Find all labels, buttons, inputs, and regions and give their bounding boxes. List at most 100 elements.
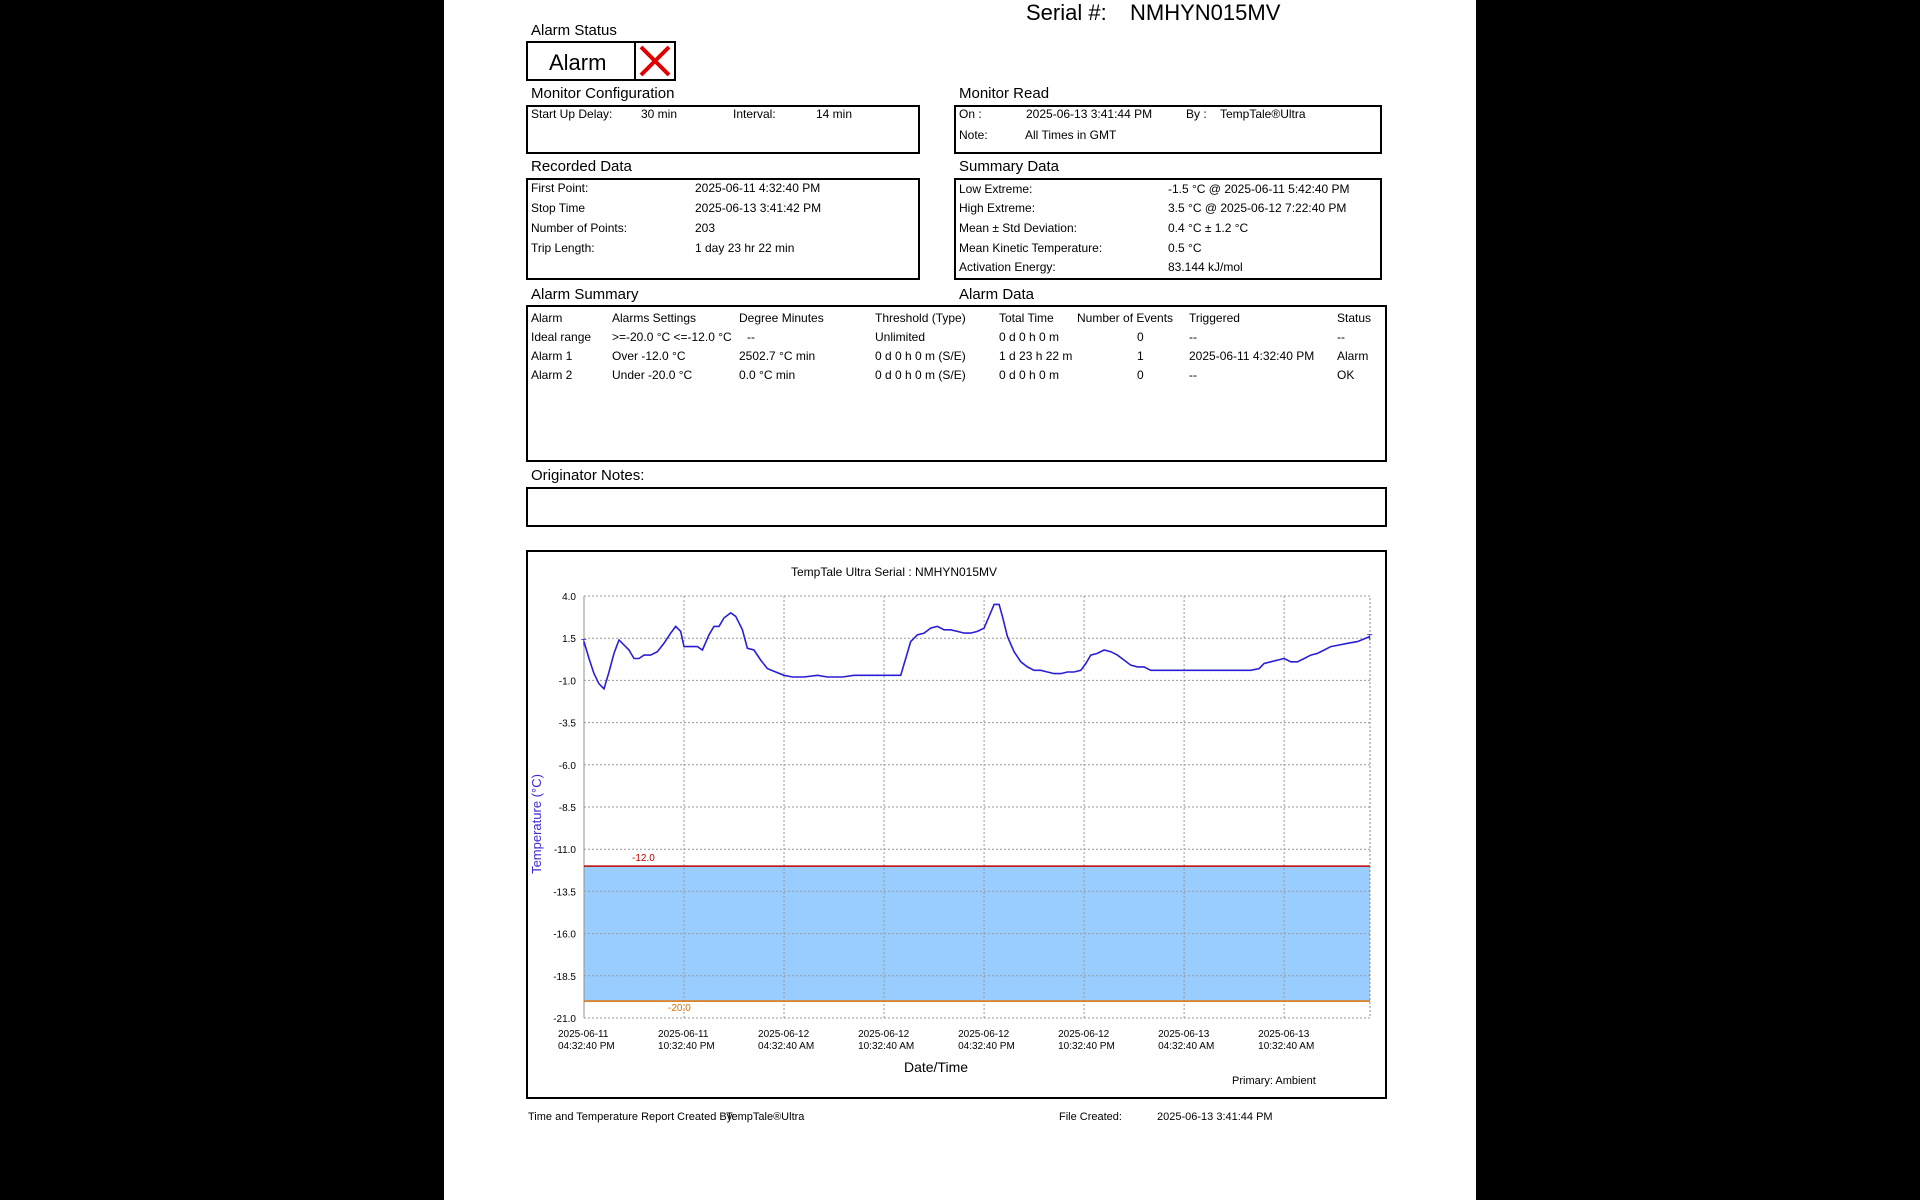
- x-tick-label: 10:32:40 AM: [1258, 1041, 1314, 1052]
- alarm-status-box: Alarm: [526, 41, 636, 81]
- table-cell: --: [1189, 330, 1197, 344]
- stop-time-value: 2025-06-13 3:41:42 PM: [695, 201, 822, 215]
- table-cell: 0 d 0 h 0 m (S/E): [875, 368, 966, 382]
- y-tick-label: -21.0: [553, 1014, 576, 1025]
- chart-ylabel: Temperature (°C): [529, 774, 544, 874]
- mkt-label: Mean Kinetic Temperature:: [959, 241, 1103, 255]
- num-points-value: 203: [695, 221, 716, 235]
- y-tick-label: -16.0: [553, 930, 576, 941]
- y-tick-label: 1.5: [562, 634, 576, 645]
- x-tick-label: 10:32:40 AM: [858, 1041, 914, 1052]
- table-cell: OK: [1337, 368, 1355, 382]
- x-tick-label: 10:32:40 PM: [1058, 1041, 1115, 1052]
- alarm-col-header: Threshold (Type): [875, 311, 966, 325]
- y-tick-label: -3.5: [559, 719, 577, 730]
- alarm-col-header: Status: [1337, 311, 1372, 325]
- table-cell: 0: [1137, 330, 1144, 344]
- serial-label: Serial #:: [1026, 0, 1107, 25]
- report-page: Serial #: NMHYN015MV Alarm Status Alarm …: [444, 0, 1476, 1200]
- chart-frame: -12.0 -20.0 T T 4.0 1.5 -1.0 -3.5 -6.0 -8.5 -11.…: [526, 550, 1387, 1099]
- table-cell: 2502.7 °C min: [739, 349, 816, 363]
- y-tick-label: -8.5: [559, 803, 577, 814]
- low-extreme-value: -1.5 °C @ 2025-06-11 5:42:40 PM: [1168, 182, 1350, 196]
- x-tick-label: 04:32:40 AM: [758, 1041, 814, 1052]
- alarm-col-header: Degree Minutes: [739, 311, 824, 325]
- summary-data-title: Summary Data: [959, 158, 1060, 175]
- x-tick-label: 2025-06-13: [1258, 1029, 1310, 1040]
- stop-marker: T: [1367, 633, 1373, 643]
- originator-notes-box: [526, 487, 1387, 527]
- y-tick-label: -6.0: [559, 761, 577, 772]
- recorded-data-title: Recorded Data: [531, 158, 632, 175]
- x-tick-label: 10:32:40 PM: [658, 1041, 715, 1052]
- read-note-label: Note:: [959, 128, 988, 142]
- summary-data-box: Low Extreme: -1.5 °C @ 2025-06-11 5:42:4…: [954, 178, 1382, 280]
- x-tick-label: 2025-06-12: [758, 1029, 810, 1040]
- threshold-label: -12.0: [632, 853, 655, 864]
- serial-value: NMHYN015MV: [1130, 0, 1281, 25]
- temperature-series-line: [583, 603, 1371, 691]
- mkt-value: 0.5 °C: [1168, 241, 1202, 255]
- read-by-label: By :: [1186, 107, 1207, 121]
- x-tick-label: 04:32:40 AM: [1158, 1041, 1214, 1052]
- high-extreme-label: High Extreme:: [959, 201, 1036, 215]
- activation-energy-value: 83.144 kJ/mol: [1168, 260, 1243, 274]
- start-marker: T: [581, 638, 587, 648]
- first-point-label: First Point:: [531, 181, 589, 195]
- x-tick-label: 2025-06-11: [558, 1029, 609, 1040]
- table-cell: Unlimited: [875, 330, 926, 344]
- y-tick-label: 4.0: [562, 592, 576, 603]
- alarm-summary-title: Alarm Summary: [531, 286, 639, 303]
- low-extreme-label: Low Extreme:: [959, 182, 1033, 196]
- x-tick-label: 2025-06-12: [858, 1029, 910, 1040]
- table-cell: Under -20.0 °C: [612, 368, 693, 382]
- monitor-read-box: On : 2025-06-13 3:41:44 PM By : TempTale…: [954, 105, 1382, 154]
- table-cell: --: [747, 330, 755, 344]
- red-x-icon: [639, 45, 671, 77]
- alarm-col-header: Alarm: [531, 311, 563, 325]
- chart-title: TempTale Ultra Serial : NMHYN015MV: [791, 565, 997, 579]
- y-tick-label: -13.5: [553, 887, 576, 898]
- interval-label: Interval:: [733, 107, 776, 121]
- temperature-chart: -12.0 -20.0 T T 4.0 1.5 -1.0 -3.5 -6.0 -8.5 -11.…: [529, 565, 1373, 1087]
- table-cell: 1: [1137, 349, 1144, 363]
- table-cell: >=-20.0 °C <=-12.0 °C: [612, 330, 732, 344]
- footer-file-created-value: 2025-06-13 3:41:44 PM: [1157, 1111, 1273, 1123]
- trip-length-value: 1 day 23 hr 22 min: [695, 241, 795, 255]
- chart-primary-label: Primary: Ambient: [1232, 1075, 1316, 1087]
- alarm-status-icon-box: [634, 41, 676, 81]
- startup-delay-label: Start Up Delay:: [531, 107, 613, 121]
- high-extreme-value: 3.5 °C @ 2025-06-12 7:22:40 PM: [1168, 201, 1347, 215]
- table-cell: --: [1337, 330, 1345, 344]
- monitor-config-box: Start Up Delay: 30 min Interval: 14 min: [526, 105, 920, 154]
- startup-delay-value: 30 min: [641, 107, 678, 121]
- num-points-label: Number of Points:: [531, 221, 628, 235]
- read-note-value: All Times in GMT: [1025, 128, 1117, 142]
- alarm-col-header: Alarms Settings: [612, 311, 697, 325]
- monitor-config-title: Monitor Configuration: [531, 85, 675, 102]
- y-tick-label: -11.0: [554, 845, 576, 856]
- footer-file-created-label: File Created:: [1059, 1111, 1122, 1123]
- alarm-status-title: Alarm Status: [531, 22, 617, 39]
- table-cell: 2025-06-11 4:32:40 PM: [1189, 349, 1315, 363]
- alarm-status-value: Alarm: [549, 50, 607, 75]
- alarm-data-title: Alarm Data: [959, 286, 1035, 303]
- table-cell: 0: [1137, 368, 1144, 382]
- trip-length-label: Trip Length:: [531, 241, 595, 255]
- threshold-label: -20.0: [668, 1003, 691, 1014]
- read-by-value: TempTale®Ultra: [1220, 107, 1306, 121]
- table-cell: 0.0 °C min: [739, 368, 796, 382]
- chart-xlabel: Date/Time: [904, 1059, 968, 1075]
- monitor-read-title: Monitor Read: [959, 85, 1050, 102]
- x-tick-label: 2025-06-11: [658, 1029, 709, 1040]
- y-tick-label: -1.0: [559, 676, 577, 687]
- mean-std-label: Mean ± Std Deviation:: [959, 221, 1077, 235]
- alarm-col-header: Number of Events: [1077, 311, 1174, 325]
- table-cell: 1 d 23 h 22 m: [999, 349, 1073, 363]
- table-cell: Ideal range: [531, 330, 592, 344]
- table-cell: 0 d 0 h 0 m (S/E): [875, 349, 966, 363]
- originator-notes-title: Originator Notes:: [531, 467, 645, 484]
- x-tick-label: 2025-06-12: [958, 1029, 1010, 1040]
- x-tick-label: 04:32:40 PM: [558, 1041, 615, 1052]
- x-tick-label: 2025-06-13: [1158, 1029, 1210, 1040]
